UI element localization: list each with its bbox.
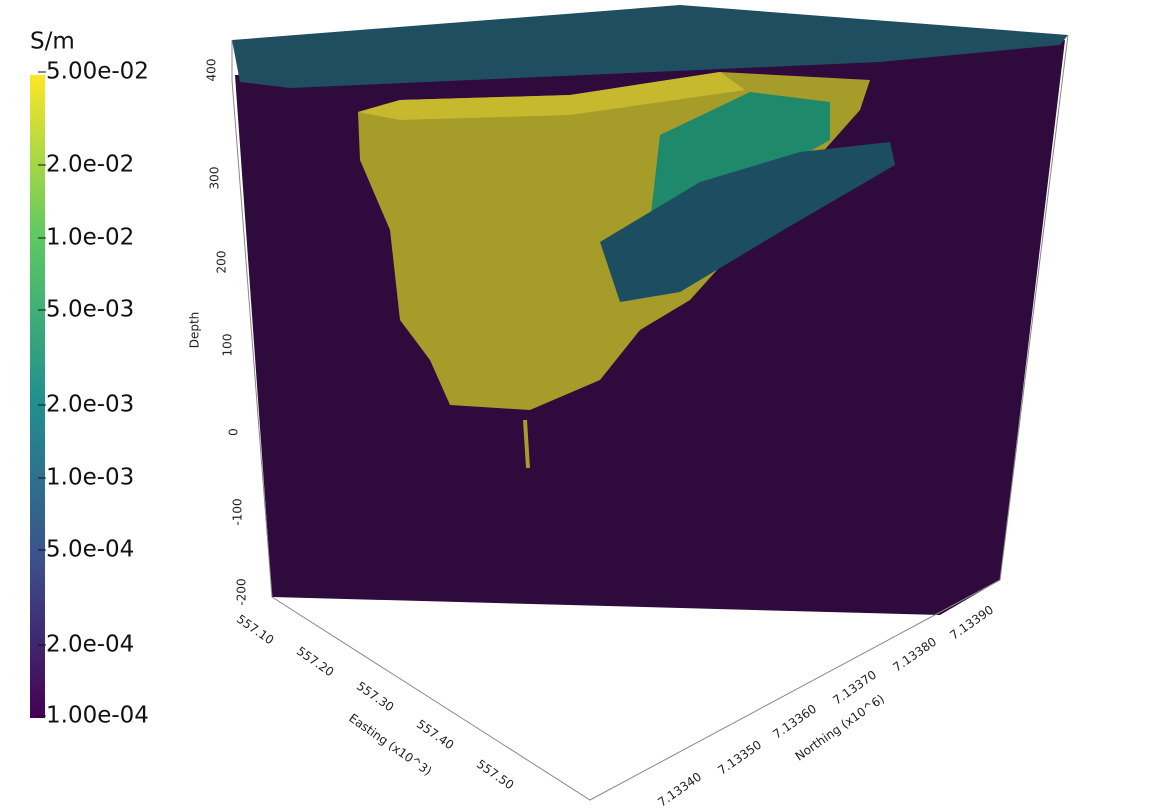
colorbar-label: 2.0e-04 <box>46 632 134 658</box>
volume <box>232 5 1068 615</box>
colorbar-label: 5.0e-03 <box>46 297 134 323</box>
colorbar <box>30 75 45 718</box>
northing-label: 7.13380 <box>890 635 939 675</box>
easting-label: 557.40 <box>414 717 456 753</box>
teal-body <box>600 142 895 302</box>
depth-label: 300 <box>208 167 222 190</box>
easting-label: 557.10 <box>234 612 276 648</box>
depth-label: -100 <box>231 498 245 525</box>
top-layer <box>232 5 1068 88</box>
depth-label: -200 <box>235 578 249 605</box>
easting-label: 557.50 <box>474 757 516 793</box>
depth-label: 400 <box>205 59 219 82</box>
northing-label: 7.13350 <box>715 738 764 778</box>
northing-label: 7.13340 <box>655 770 704 808</box>
depth-title: Depth <box>188 312 202 349</box>
depth-label: 0 <box>227 428 241 436</box>
colorbar-label: 5.0e-04 <box>46 537 134 563</box>
colorbar-label: 5.00e-02 <box>46 59 149 85</box>
depth-label: 200 <box>215 251 229 274</box>
colorbar-label: 1.00e-04 <box>46 703 149 729</box>
colorbar-label: 2.0e-03 <box>46 392 134 418</box>
depth-label: 100 <box>221 334 235 357</box>
northing-label: 7.13360 <box>770 702 819 742</box>
northing-label: 7.13390 <box>947 603 996 643</box>
conductive-body-face <box>358 72 745 120</box>
easting-label: 557.20 <box>294 644 336 680</box>
colorbar-label: 1.0e-03 <box>46 465 134 491</box>
colorbar-label: 1.0e-02 <box>46 225 134 251</box>
easting-label: 557.30 <box>354 679 396 715</box>
colorbar-title: S/m <box>30 29 75 55</box>
colorbar-label: 2.0e-02 <box>46 152 134 178</box>
axes-lines <box>231 34 1069 801</box>
